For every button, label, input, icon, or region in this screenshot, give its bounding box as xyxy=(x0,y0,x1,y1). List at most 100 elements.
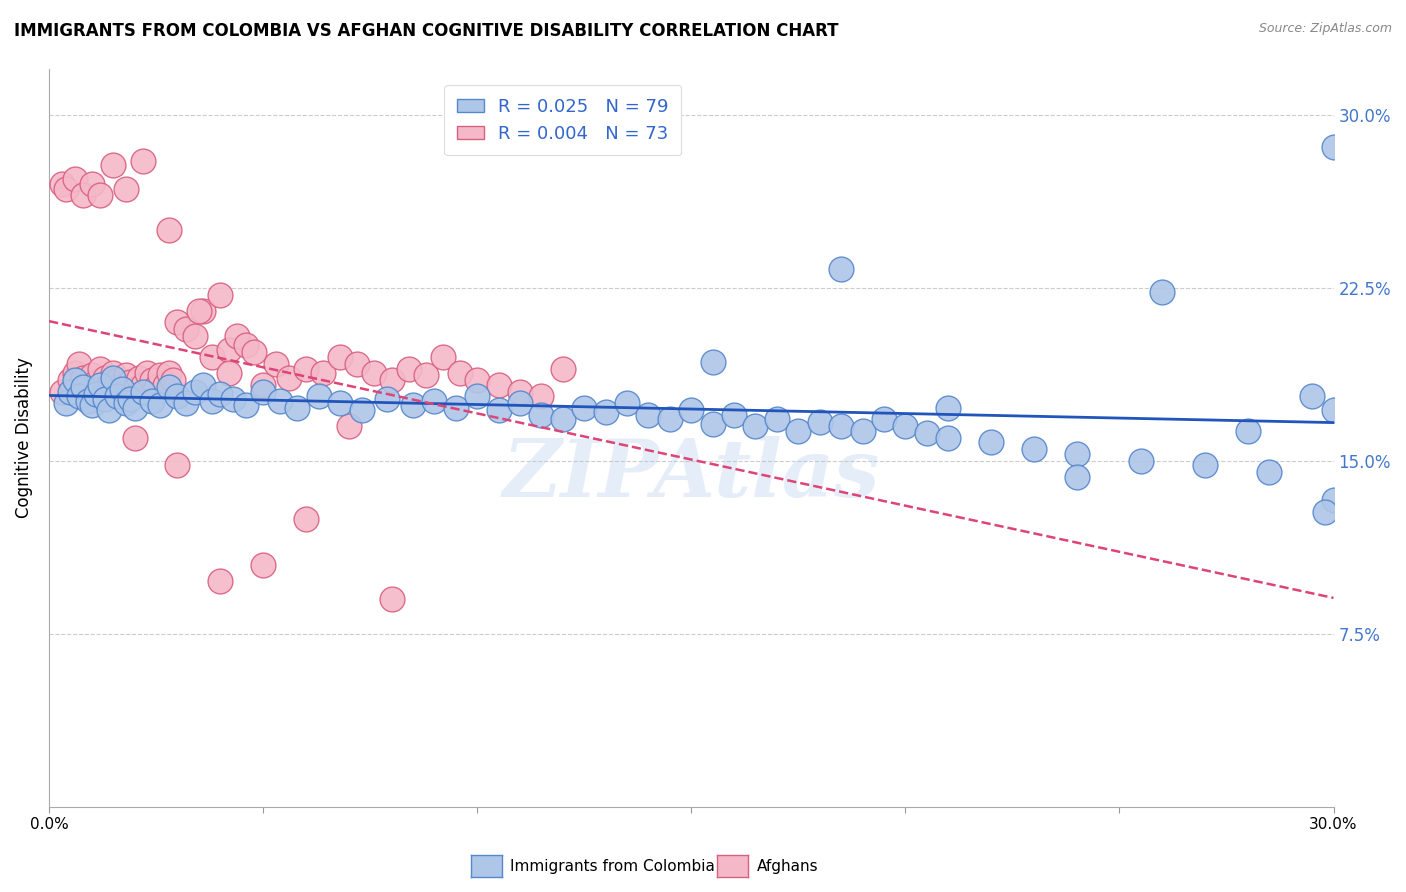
Point xyxy=(107,373,129,387)
Point xyxy=(1022,442,1045,457)
Point xyxy=(218,366,240,380)
Point xyxy=(329,350,352,364)
Point xyxy=(80,368,103,383)
Point xyxy=(465,389,488,403)
Point xyxy=(530,389,553,403)
Point xyxy=(235,399,257,413)
Point xyxy=(174,396,197,410)
Point xyxy=(128,370,150,384)
Point xyxy=(124,401,146,415)
Point xyxy=(488,403,510,417)
Point xyxy=(723,408,745,422)
Point xyxy=(209,387,232,401)
Point xyxy=(1301,389,1323,403)
Point xyxy=(111,380,134,394)
Point xyxy=(183,384,205,399)
Point xyxy=(97,403,120,417)
Point xyxy=(252,558,274,572)
Point xyxy=(55,396,77,410)
Point xyxy=(980,435,1002,450)
Text: IMMIGRANTS FROM COLOMBIA VS AFGHAN COGNITIVE DISABILITY CORRELATION CHART: IMMIGRANTS FROM COLOMBIA VS AFGHAN COGNI… xyxy=(14,22,838,40)
Point xyxy=(243,345,266,359)
Y-axis label: Cognitive Disability: Cognitive Disability xyxy=(15,358,32,518)
Point xyxy=(72,370,94,384)
Text: Immigrants from Colombia: Immigrants from Colombia xyxy=(510,859,716,873)
Point xyxy=(1152,285,1174,300)
Point xyxy=(308,389,330,403)
Point xyxy=(166,315,188,329)
Point xyxy=(187,303,209,318)
Point xyxy=(574,401,596,415)
Point xyxy=(89,377,111,392)
Point xyxy=(93,392,115,406)
Point xyxy=(616,396,638,410)
Point xyxy=(201,393,224,408)
Point xyxy=(141,373,163,387)
Point xyxy=(350,403,373,417)
Point xyxy=(1129,454,1152,468)
Point xyxy=(166,458,188,473)
Point xyxy=(766,412,789,426)
Point xyxy=(103,366,125,380)
Point xyxy=(312,366,335,380)
Point xyxy=(509,396,531,410)
Point xyxy=(1322,140,1344,154)
Point xyxy=(132,384,155,399)
Point xyxy=(1313,505,1336,519)
Point xyxy=(120,392,142,406)
Point xyxy=(936,431,959,445)
Point xyxy=(277,370,299,384)
Point xyxy=(115,368,138,383)
Point xyxy=(145,380,167,394)
Point xyxy=(873,412,896,426)
Point xyxy=(149,368,172,383)
Point xyxy=(894,419,917,434)
Point xyxy=(162,373,184,387)
Point xyxy=(658,412,681,426)
Point xyxy=(252,377,274,392)
Point xyxy=(67,389,90,403)
Point xyxy=(337,419,360,434)
Point xyxy=(157,223,180,237)
Point xyxy=(222,392,245,406)
Point xyxy=(63,366,86,380)
Point xyxy=(444,401,467,415)
Point xyxy=(209,574,232,588)
Point xyxy=(153,377,176,392)
Point xyxy=(115,396,138,410)
Text: Afghans: Afghans xyxy=(756,859,818,873)
Point xyxy=(55,181,77,195)
Point xyxy=(423,393,446,408)
Point xyxy=(1322,403,1344,417)
Point xyxy=(252,384,274,399)
Point xyxy=(93,370,115,384)
Point xyxy=(124,382,146,396)
Point xyxy=(702,354,724,368)
Point xyxy=(346,357,368,371)
Point xyxy=(218,343,240,357)
Text: Source: ZipAtlas.com: Source: ZipAtlas.com xyxy=(1258,22,1392,36)
Point xyxy=(76,377,98,392)
Point xyxy=(295,511,318,525)
Point xyxy=(89,361,111,376)
Point xyxy=(744,419,766,434)
Point xyxy=(509,384,531,399)
Point xyxy=(465,373,488,387)
Point xyxy=(1194,458,1216,473)
Point xyxy=(124,431,146,445)
Point xyxy=(63,373,86,387)
Point xyxy=(1322,493,1344,508)
Point xyxy=(80,399,103,413)
Point xyxy=(103,370,125,384)
Point xyxy=(551,412,574,426)
Point xyxy=(363,366,385,380)
Point xyxy=(59,373,82,387)
Point xyxy=(551,361,574,376)
Point xyxy=(915,426,938,441)
Point xyxy=(141,393,163,408)
Point xyxy=(76,393,98,408)
Point xyxy=(191,303,214,318)
Point xyxy=(107,389,129,403)
Point xyxy=(936,401,959,415)
Point xyxy=(235,338,257,352)
